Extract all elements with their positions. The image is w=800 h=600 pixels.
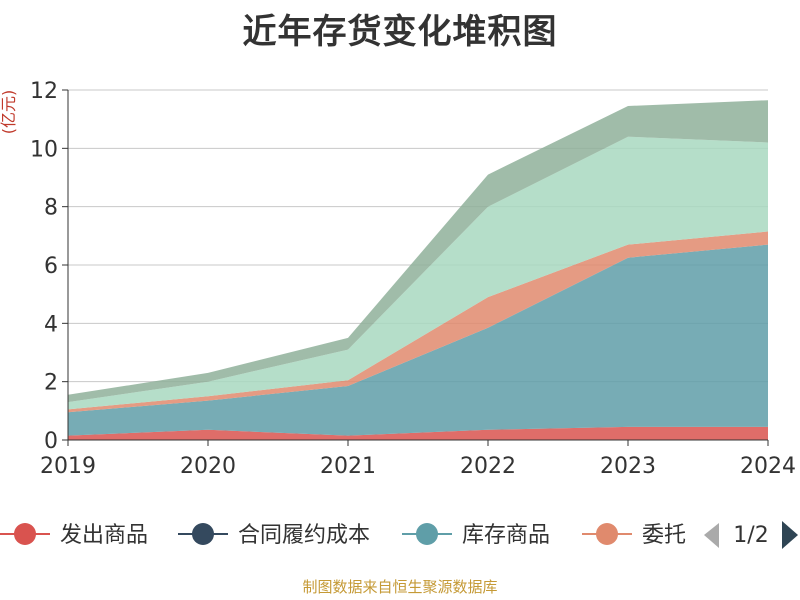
legend-marker	[192, 523, 214, 545]
area-在产品	[68, 100, 768, 403]
x-tick-label: 2022	[460, 454, 516, 479]
chart-title: 近年存货变化堆积图	[242, 12, 558, 52]
area-原材料	[68, 136, 768, 410]
y-tick-label: 8	[44, 196, 58, 221]
x-tick-label: 2021	[320, 454, 376, 479]
legend-label: 合同履约成本	[238, 523, 370, 548]
legend-item-委托加工物资[interactable]: 委托	[582, 523, 686, 548]
x-tick-label: 2024	[740, 454, 796, 479]
x-tick-label: 2019	[40, 454, 96, 479]
legend-marker	[596, 523, 618, 545]
area-库存商品	[68, 244, 768, 436]
area-委托加工物资	[68, 231, 768, 413]
legend-page-indicator: 1/2	[733, 523, 768, 548]
legend-item-发出商品[interactable]: 发出商品	[0, 523, 148, 548]
legend-next-icon[interactable]	[782, 521, 798, 549]
legend: 发出商品 合同履约成本 库存商品 委托 1/2	[0, 521, 798, 549]
axes: 0 2 4 6 8 10 12 2019 2020 2021 2022 2023 2024 (亿元)	[0, 79, 796, 479]
legend-item-库存商品[interactable]: 库存商品	[402, 523, 550, 548]
legend-marker	[416, 523, 438, 545]
legend-label: 发出商品	[60, 523, 148, 548]
y-tick-label: 0	[44, 429, 58, 454]
y-tick-label: 4	[44, 312, 58, 337]
x-tick-label: 2020	[180, 454, 236, 479]
x-tick-label: 2023	[600, 454, 656, 479]
y-tick-label: 10	[30, 137, 58, 162]
y-axis-label: (亿元)	[0, 90, 18, 135]
legend-prev-icon[interactable]	[704, 523, 719, 548]
area-series	[68, 100, 768, 440]
legend-label: 委托	[642, 523, 686, 548]
legend-item-合同履约成本[interactable]: 合同履约成本	[178, 523, 370, 548]
legend-marker	[14, 523, 36, 545]
area-发出商品	[68, 426, 768, 440]
y-tick-label: 6	[44, 254, 58, 279]
y-tick-label: 12	[30, 79, 58, 104]
legend-label: 库存商品	[462, 523, 550, 548]
y-tick-label: 2	[44, 371, 58, 396]
source-note: 制图数据来自恒生聚源数据库	[302, 578, 498, 596]
